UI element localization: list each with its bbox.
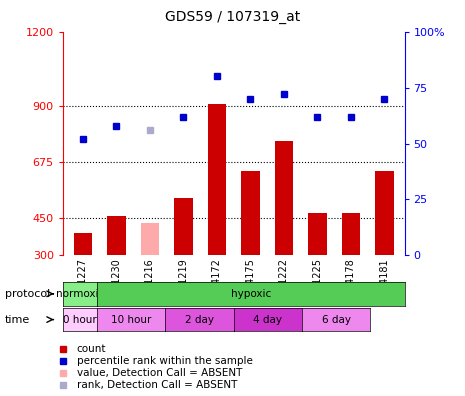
Bar: [73, 233, 92, 255]
Text: GDS59 / 107319_at: GDS59 / 107319_at: [165, 10, 300, 24]
Bar: [275, 141, 293, 255]
Bar: [174, 198, 193, 255]
Bar: [141, 223, 159, 255]
Text: 6 day: 6 day: [322, 314, 351, 325]
Bar: [107, 216, 126, 255]
Text: percentile rank within the sample: percentile rank within the sample: [77, 356, 252, 366]
Bar: [308, 213, 326, 255]
Text: 10 hour: 10 hour: [111, 314, 151, 325]
Text: hypoxic: hypoxic: [231, 289, 271, 299]
Text: rank, Detection Call = ABSENT: rank, Detection Call = ABSENT: [77, 380, 237, 390]
Text: 0 hour: 0 hour: [63, 314, 97, 325]
Bar: [208, 104, 226, 255]
Text: count: count: [77, 344, 106, 354]
Text: protocol: protocol: [5, 289, 50, 299]
Text: 2 day: 2 day: [185, 314, 214, 325]
Text: value, Detection Call = ABSENT: value, Detection Call = ABSENT: [77, 368, 242, 378]
Text: 4 day: 4 day: [253, 314, 282, 325]
Bar: [342, 213, 360, 255]
Text: normoxic: normoxic: [56, 289, 104, 299]
Bar: [375, 171, 394, 255]
Text: time: time: [5, 314, 30, 325]
Bar: [241, 171, 259, 255]
